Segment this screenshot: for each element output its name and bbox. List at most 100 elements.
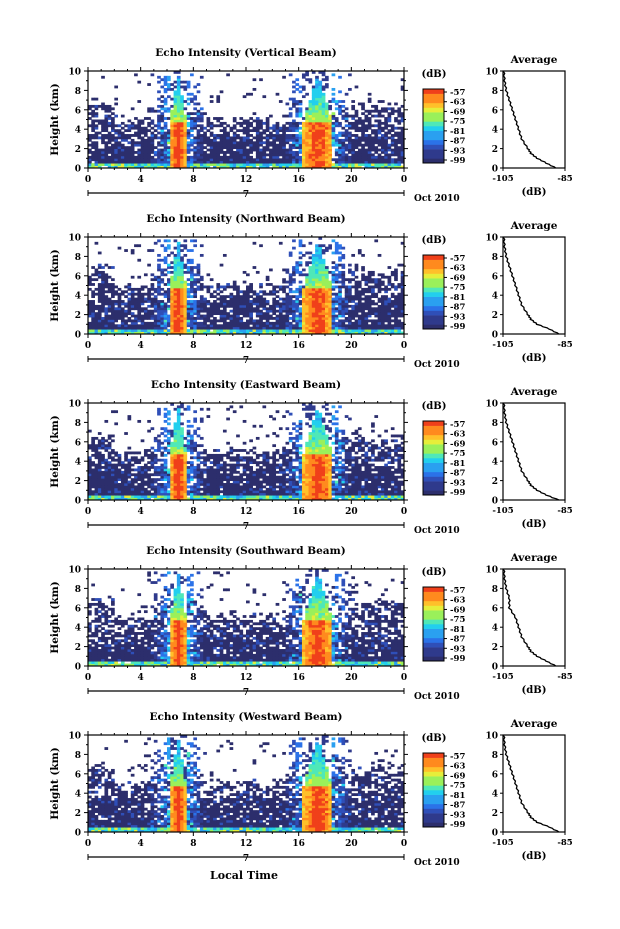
heatmap-cell: [173, 432, 178, 435]
heatmap-cell: [104, 297, 109, 301]
heatmap-cell: [150, 109, 155, 113]
heatmap-cell: [199, 324, 204, 328]
heatmap-cell: [295, 300, 300, 303]
heatmap-cell: [380, 151, 385, 154]
heatmap-cell: [170, 117, 174, 120]
heatmap-cell: [167, 95, 171, 99]
heatmap-cell: [157, 410, 161, 414]
heatmap-cell: [222, 151, 227, 154]
heatmap-cell: [120, 153, 125, 157]
heatmap-cell: [269, 324, 273, 328]
heatmap-cell: [114, 485, 119, 489]
heatmap-cell: [134, 307, 138, 311]
heatmap-cell: [282, 163, 286, 166]
heatmap-cell: [176, 297, 181, 301]
heatmap-cell: [374, 321, 379, 325]
heatmap-cell: [311, 317, 316, 320]
heatmap-cell: [334, 246, 339, 250]
heatmap-cell: [130, 290, 135, 294]
heatmap-cell: [91, 495, 95, 498]
heatmap-cell: [140, 131, 145, 135]
heatmap-cell: [236, 287, 240, 291]
heatmap-cell: [232, 324, 237, 328]
heatmap-cell: [288, 121, 293, 125]
heatmap-cell: [97, 478, 102, 481]
heatmap-cell: [120, 490, 125, 494]
heatmap-cell: [111, 317, 115, 320]
heatmap-cell: [176, 492, 181, 496]
heatmap-cell: [400, 270, 405, 274]
heatmap-cell: [160, 487, 165, 491]
heatmap-cell: [140, 329, 145, 332]
heatmap-cell: [341, 114, 346, 118]
heatmap-cell: [226, 312, 230, 315]
heatmap-cell: [364, 331, 369, 335]
heatmap-cell: [219, 329, 224, 332]
colorbar-tick-label: -81: [450, 293, 465, 303]
heatmap-cell: [364, 117, 369, 120]
heatmap-cell: [97, 295, 102, 299]
heatmap-cell: [97, 251, 102, 255]
heatmap-cell: [173, 153, 178, 157]
heatmap-cell: [114, 114, 119, 118]
heatmap-cell: [91, 309, 95, 313]
heatmap-cell: [374, 324, 379, 328]
heatmap-cell: [104, 148, 109, 152]
heatmap-cell: [328, 119, 332, 123]
heatmap-cell: [242, 119, 247, 123]
heatmap-cell: [331, 131, 336, 135]
colorbar-swatch: [423, 259, 444, 265]
heatmap-cell: [367, 300, 372, 303]
heatmap-cell: [232, 155, 237, 159]
heatmap-cell: [134, 495, 138, 498]
heatmap-cell: [196, 312, 201, 315]
heatmap-cell: [163, 249, 168, 252]
heatmap-cell: [255, 302, 260, 306]
heatmap-cell: [186, 131, 191, 135]
heatmap-cell: [361, 312, 365, 315]
heatmap-cell: [348, 151, 352, 154]
heatmap-cell: [157, 473, 161, 477]
colorbar-swatch: [423, 98, 444, 104]
heatmap-cell: [311, 143, 316, 147]
heatmap-cell: [377, 314, 382, 318]
heatmap-cell: [193, 331, 198, 335]
heatmap-cell: [232, 117, 237, 120]
heatmap-cell: [173, 273, 178, 277]
colorbar-swatch: [423, 116, 444, 122]
heatmap-cell: [305, 141, 309, 145]
heatmap-cell: [367, 165, 372, 169]
colorbar-tick-label: -87: [450, 137, 465, 147]
heatmap-cell: [380, 107, 385, 111]
heatmap-cell: [88, 324, 92, 328]
heatmap-cell: [348, 321, 352, 325]
heatmap-cell: [338, 75, 342, 79]
heatmap-cell: [341, 143, 346, 147]
heatmap-cell: [321, 278, 326, 282]
heatmap-cell: [400, 312, 405, 315]
heatmap-cell: [94, 146, 99, 149]
heatmap-cell: [91, 439, 95, 443]
heatmap-cell: [104, 475, 109, 479]
heatmap-cell: [124, 302, 128, 306]
heatmap-cell: [127, 458, 132, 462]
heatmap-cell: [315, 268, 319, 272]
heatmap-cell: [88, 275, 92, 279]
heatmap-cell: [157, 253, 161, 257]
heatmap-cell: [249, 295, 253, 299]
heatmap-cell: [397, 326, 402, 330]
heatmap-cell: [117, 331, 122, 335]
heatmap-cell: [298, 300, 303, 303]
heatmap-cell: [111, 309, 115, 313]
heatmap-cell: [143, 495, 148, 498]
heatmap-cell: [364, 126, 369, 130]
heatmap-cell: [344, 278, 349, 282]
heatmap-cell: [334, 158, 339, 162]
heatmap-cell: [140, 319, 145, 323]
heatmap-cell: [153, 453, 158, 457]
heatmap-cell: [180, 309, 184, 313]
heatmap-cell: [94, 268, 99, 272]
heatmap-cell: [246, 331, 250, 335]
heatmap-cell: [150, 473, 155, 477]
heatmap-cell: [262, 307, 267, 311]
